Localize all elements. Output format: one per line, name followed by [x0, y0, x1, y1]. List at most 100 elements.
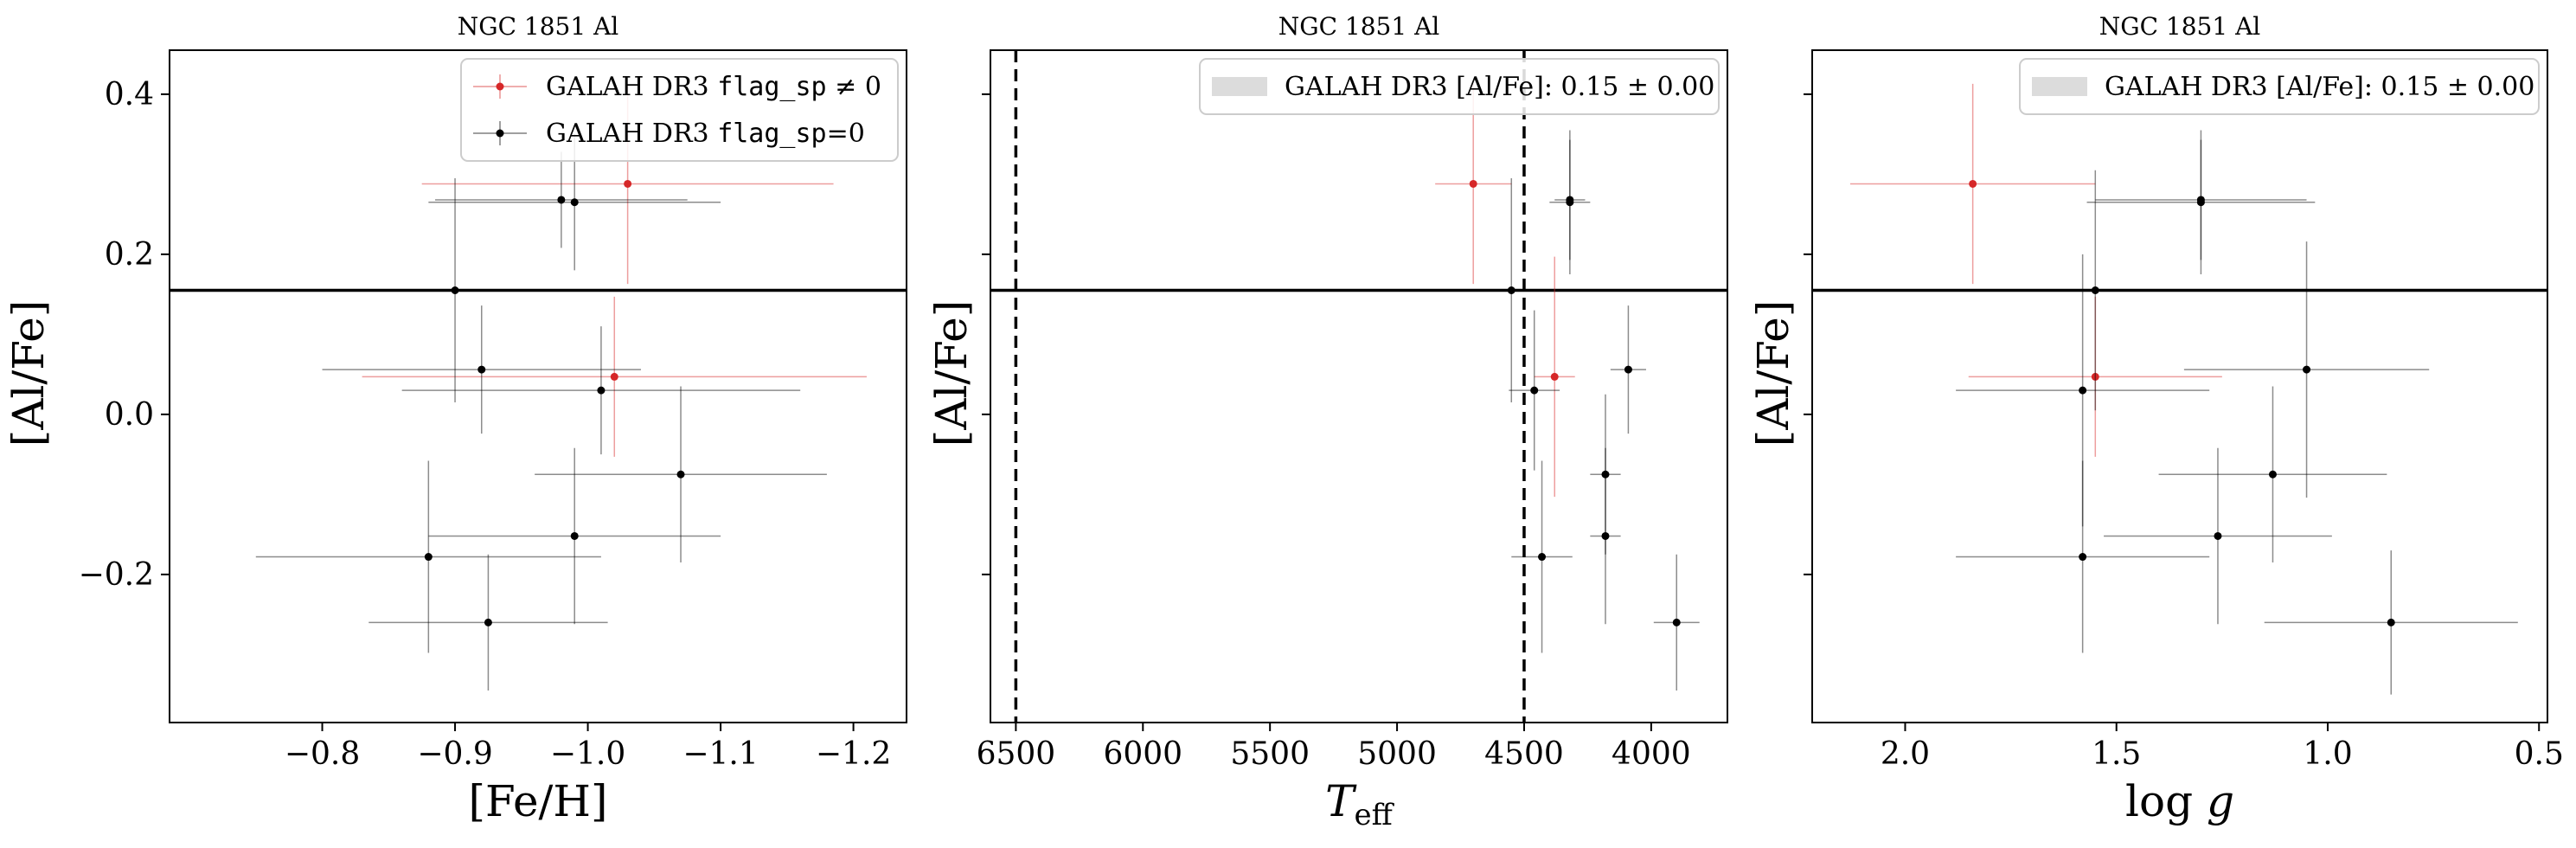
data-marker	[676, 470, 685, 479]
data-point	[362, 296, 867, 457]
legend: GALAH DR3 flag_sp ≠ 0 GALAH DR3 flag_sp=0	[460, 58, 899, 162]
data-point	[2104, 447, 2332, 625]
data-marker	[1672, 618, 1681, 626]
data-marker	[610, 372, 618, 381]
legend-label: GALAH DR3 [Al/Fe]: 0.15 ± 0.00	[1285, 72, 1714, 102]
data-marker	[597, 386, 606, 395]
data-point	[1549, 130, 1591, 274]
data-marker	[1601, 531, 1610, 540]
x-tick-label: 6500	[977, 736, 1056, 772]
data-point	[1956, 254, 2210, 527]
data-point	[2183, 241, 2430, 498]
axes-frame	[169, 49, 907, 723]
plot-area	[1812, 83, 2547, 695]
axes-frame	[990, 49, 1728, 723]
y-axis-label: [Al/Fe]	[1748, 300, 1798, 447]
legend-label: GALAH DR3 flag_sp ≠ 0	[546, 72, 881, 102]
data-marker	[484, 618, 492, 626]
x-tick-label: 1.5	[2092, 736, 2141, 772]
data-point	[1511, 460, 1573, 653]
x-tick-label: 1.0	[2303, 736, 2352, 772]
legend: GALAH DR3 [Al/Fe]: 0.15 ± 0.00	[1199, 58, 1720, 115]
data-point	[368, 554, 608, 691]
data-point	[1435, 83, 1512, 285]
data-marker	[1969, 179, 1977, 188]
data-marker	[624, 179, 632, 188]
data-point	[1590, 394, 1621, 555]
y-tick-label: −0.2	[79, 557, 154, 593]
plot-area	[170, 83, 907, 691]
legend-marker	[496, 82, 504, 91]
data-marker	[1530, 386, 1539, 395]
data-marker	[2079, 553, 2087, 562]
panel-title: NGC 1851 Al	[2099, 12, 2261, 41]
x-tick-label: −1.1	[682, 736, 758, 772]
data-marker	[1624, 365, 1632, 374]
data-marker	[1601, 470, 1610, 479]
panel-title: NGC 1851 Al	[1278, 12, 1440, 41]
x-axis-label: Teff	[1325, 776, 1394, 832]
data-point	[1968, 296, 2222, 457]
data-marker	[2214, 531, 2222, 540]
y-tick-label: 0.4	[105, 77, 154, 112]
plot-area	[990, 50, 1727, 723]
legend: GALAH DR3 [Al/Fe]: 0.15 ± 0.00	[2019, 58, 2540, 115]
x-tick-label: 0.5	[2515, 736, 2564, 772]
data-point	[435, 151, 688, 248]
data-point	[535, 386, 827, 562]
chart-panel-3: 2.0 1.5 1.0 0.5 NGC 1851 Al log g [Al/Fe] GALAH…	[1748, 12, 2564, 826]
data-marker	[2303, 365, 2311, 374]
x-tick-label: 4500	[1484, 736, 1564, 772]
data-marker	[2079, 386, 2087, 395]
x-axis-label: [Fe/H]	[468, 776, 607, 826]
data-marker	[1469, 179, 1477, 188]
data-point	[2158, 386, 2387, 562]
data-point	[2091, 170, 2099, 411]
data-point	[1849, 83, 2096, 285]
data-point	[1653, 554, 1700, 691]
data-point	[255, 460, 601, 653]
x-tick-label: −0.9	[417, 736, 492, 772]
legend-label: GALAH DR3 flag_sp=0	[546, 119, 865, 149]
x-tick-label: 5000	[1357, 736, 1437, 772]
chart-panel-1: −0.8 −0.9 −1.0 −1.1 −1.2 −0.2 0.0 0.2 0.4 NGC 185…	[3, 12, 907, 826]
data-marker	[451, 286, 459, 294]
data-point	[1498, 178, 1524, 402]
legend-box	[460, 58, 899, 162]
data-marker	[557, 196, 566, 204]
y-axis-label: [Al/Fe]	[3, 300, 54, 447]
data-marker	[424, 553, 433, 562]
data-marker	[477, 365, 486, 374]
data-marker	[570, 198, 579, 207]
data-point	[1610, 305, 1646, 434]
legend-label: GALAH DR3 [Al/Fe]: 0.15 ± 0.00	[2105, 72, 2534, 102]
data-point	[322, 305, 641, 434]
data-marker	[2196, 198, 2205, 207]
panel-title: NGC 1851 Al	[458, 12, 619, 41]
data-point	[401, 326, 801, 455]
data-marker	[2387, 618, 2395, 626]
data-marker	[2091, 286, 2099, 294]
legend-patch	[1212, 77, 1267, 96]
x-tick-label: 6000	[1103, 736, 1182, 772]
data-point	[1956, 460, 2210, 653]
chart-panel-2: 6500 6000 5500 5000 4500 4000 NGC 1851 Al Teff […	[926, 12, 1728, 832]
data-marker	[1566, 198, 1574, 207]
data-marker	[1507, 286, 1515, 294]
data-marker	[2268, 470, 2277, 479]
data-marker	[2091, 372, 2099, 381]
y-axis-label: [Al/Fe]	[926, 300, 977, 447]
x-tick-label: −1.2	[816, 736, 891, 772]
axes-frame	[1811, 49, 2548, 723]
legend-box	[2019, 58, 2540, 115]
data-point	[1590, 447, 1621, 625]
y-tick-label: 0.0	[105, 397, 154, 433]
data-point	[1534, 256, 1575, 498]
y-tick-label: 0.2	[105, 237, 154, 273]
x-axis-label: log g	[2125, 776, 2234, 826]
legend-patch	[2032, 77, 2087, 96]
x-tick-label: 4000	[1612, 736, 1691, 772]
x-tick-label: 2.0	[1881, 736, 1930, 772]
data-point	[2086, 130, 2316, 274]
